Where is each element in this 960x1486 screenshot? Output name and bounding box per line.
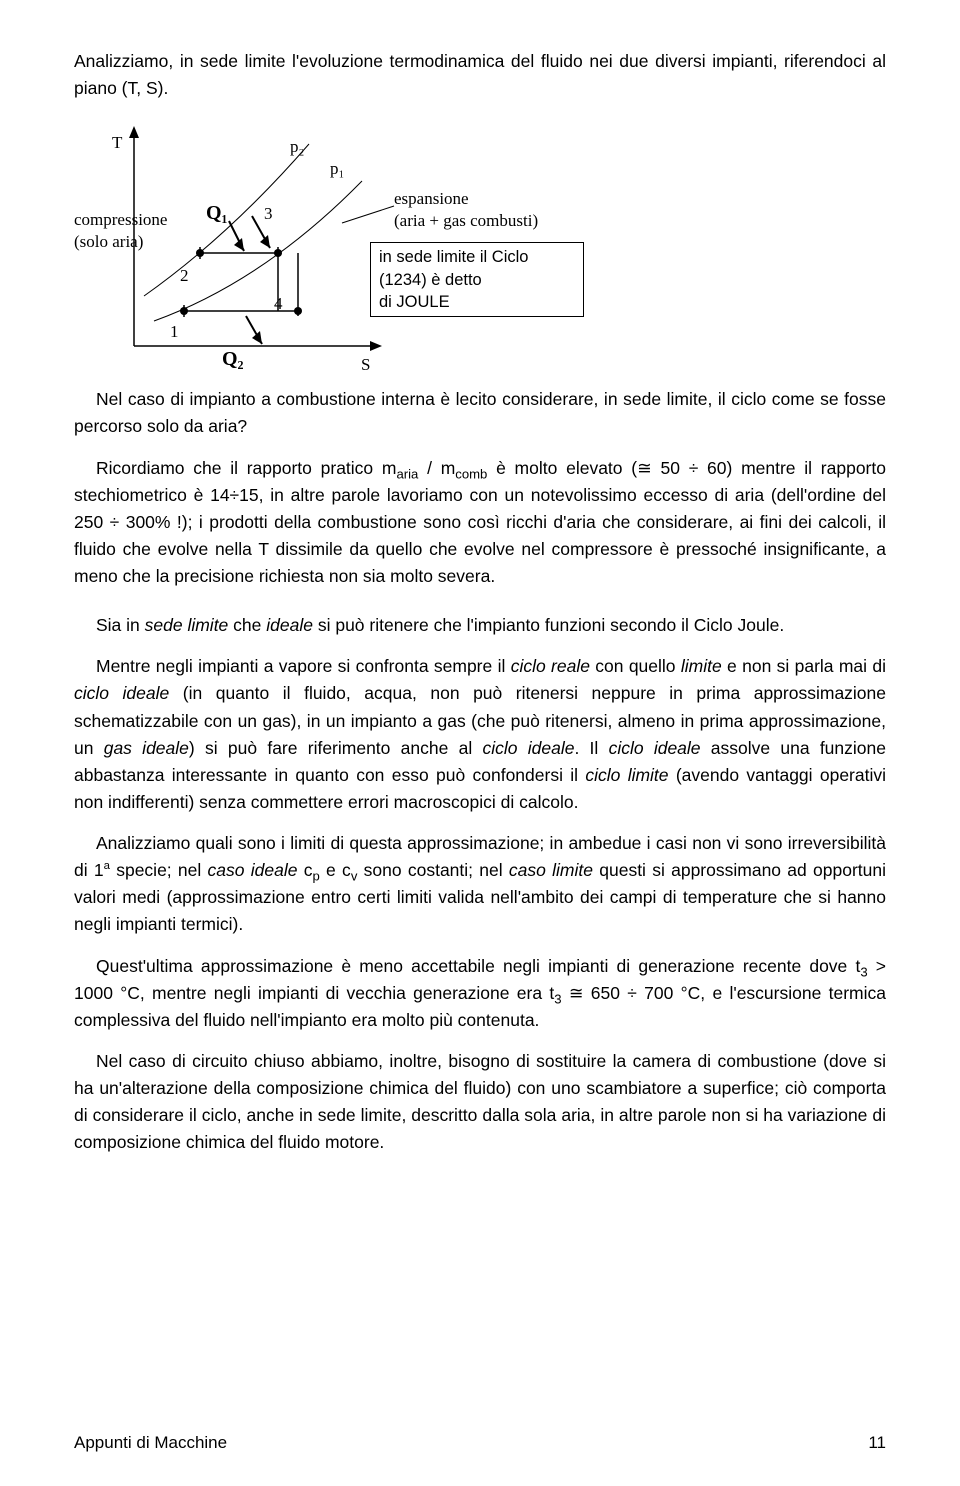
page-footer: Appunti di Macchine 11 xyxy=(74,1430,886,1456)
paragraph-3: Sia in sede limite che ideale si può rit… xyxy=(74,612,886,639)
axis-s-label: S xyxy=(361,352,370,378)
paragraph-1: Nel caso di impianto a combustione inter… xyxy=(74,386,886,440)
joule-box: in sede limite il Ciclo (1234) è detto d… xyxy=(370,242,584,317)
node-2: 2 xyxy=(180,263,189,289)
compressione-label: compressione (solo aria) xyxy=(74,209,167,252)
paragraph-5: Analizziamo quali sono i limiti di quest… xyxy=(74,830,886,939)
espansione-label: espansione (aria + gas combusti) xyxy=(394,188,538,231)
node-3: 3 xyxy=(264,201,273,227)
ts-diagram: T S Q₁ Q₂ p₂ p₁ 1 2 3 4 compressione (so… xyxy=(74,116,584,376)
paragraph-7: Nel caso di circuito chiuso abbiamo, ino… xyxy=(74,1048,886,1157)
footer-page-number: 11 xyxy=(868,1430,886,1456)
node-1: 1 xyxy=(170,319,179,345)
paragraph-6: Quest'ultima approssimazione è meno acce… xyxy=(74,953,886,1034)
paragraph-2: Ricordiamo che il rapporto pratico maria… xyxy=(74,455,886,591)
intro-text: Analizziamo, in sede limite l'evoluzione… xyxy=(74,48,886,102)
paragraph-4: Mentre negli impianti a vapore si confro… xyxy=(74,653,886,816)
p1-label: p₁ xyxy=(330,156,344,182)
q1-label: Q₁ xyxy=(206,198,228,229)
axis-t-label: T xyxy=(112,130,122,156)
node-4: 4 xyxy=(274,291,283,317)
q2-label: Q₂ xyxy=(222,344,244,375)
p2-label: p₂ xyxy=(290,134,304,160)
footer-left: Appunti di Macchine xyxy=(74,1430,227,1456)
